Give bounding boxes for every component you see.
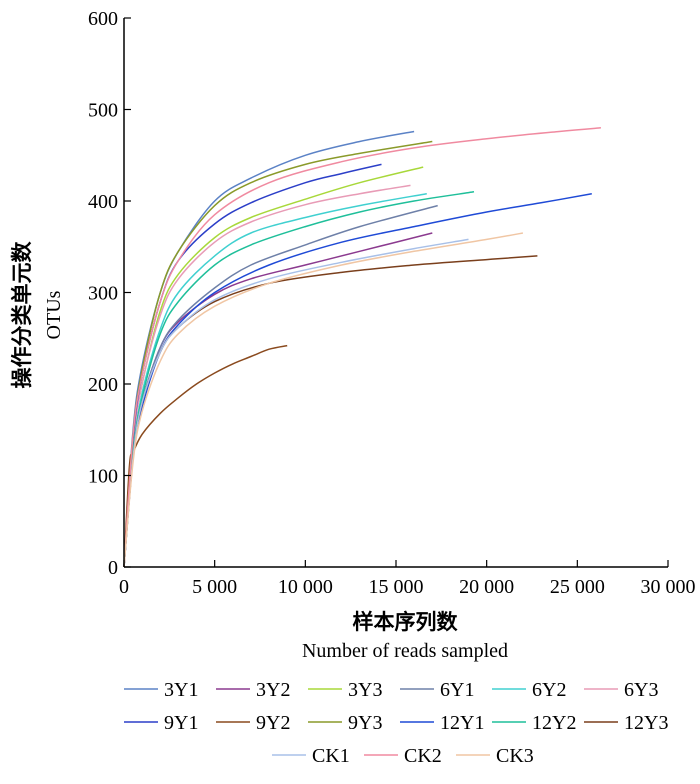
legend-label-9y1: 9Y1 xyxy=(164,712,198,734)
x-tick-label: 25 000 xyxy=(550,576,605,598)
y-tick-label: 0 xyxy=(108,557,118,579)
y-tick-label: 600 xyxy=(88,8,118,30)
y-tick-label: 500 xyxy=(88,100,118,122)
x-tick-label: 0 xyxy=(119,576,129,598)
legend-label-3y3: 3Y3 xyxy=(348,679,382,701)
legend-label-12y3: 12Y3 xyxy=(624,712,668,734)
legend-label-ck1: CK1 xyxy=(312,745,350,767)
series-line-ck1 xyxy=(123,238,469,568)
x-tick-label: 5 000 xyxy=(192,576,237,598)
series-line-ck2 xyxy=(123,127,601,568)
series-line-9y1 xyxy=(123,163,382,568)
legend-label-3y1: 3Y1 xyxy=(164,679,198,701)
y-tick-label: 300 xyxy=(88,283,118,305)
series-line-3y2 xyxy=(123,232,433,568)
y-axis-title-en: OTUs xyxy=(43,290,65,339)
x-tick-label: 15 000 xyxy=(369,576,424,598)
legend-label-3y2: 3Y2 xyxy=(256,679,290,701)
legend-label-6y1: 6Y1 xyxy=(440,679,474,701)
x-axis-title-cn: 样本序列数 xyxy=(353,610,459,634)
series-line-6y3 xyxy=(123,184,411,568)
legend-label-ck3: CK3 xyxy=(496,745,534,767)
y-tick-label: 200 xyxy=(88,374,118,396)
series-line-9y3 xyxy=(123,140,433,568)
x-axis-title-en: Number of reads sampled xyxy=(302,640,508,662)
series-line-12y1 xyxy=(123,192,592,568)
series-line-3y3 xyxy=(123,166,424,568)
x-tick-label: 20 000 xyxy=(459,576,514,598)
legend-label-6y2: 6Y2 xyxy=(532,679,566,701)
legend: 3Y1 3Y2 3Y3 6Y1 6Y2 6Y3 9Y1 9Y2 9Y3 12Y1 12Y2 12Y3 C… xyxy=(124,679,668,767)
axes: 0 100 200 300 400 500 600 0 5 000 10 000 15 000 20 … xyxy=(88,8,696,598)
x-tick-label: 10 000 xyxy=(278,576,333,598)
y-tick-label: 100 xyxy=(88,466,118,488)
x-tick-label: 30 000 xyxy=(641,576,696,598)
legend-label-9y2: 9Y2 xyxy=(256,712,290,734)
legend-label-12y1: 12Y1 xyxy=(440,712,484,734)
series-line-12y3 xyxy=(123,255,538,568)
legend-label-9y3: 9Y3 xyxy=(348,712,382,734)
legend-label-12y2: 12Y2 xyxy=(532,712,576,734)
series-line-6y2 xyxy=(123,192,427,568)
y-axis-title-cn: 操作分类单元数 xyxy=(10,241,34,389)
series-line-ck3 xyxy=(123,232,524,568)
series-line-12y2 xyxy=(123,191,475,568)
y-tick-label: 400 xyxy=(88,191,118,213)
legend-label-ck2: CK2 xyxy=(404,745,442,767)
plot-area xyxy=(123,127,601,568)
legend-label-6y3: 6Y3 xyxy=(624,679,658,701)
